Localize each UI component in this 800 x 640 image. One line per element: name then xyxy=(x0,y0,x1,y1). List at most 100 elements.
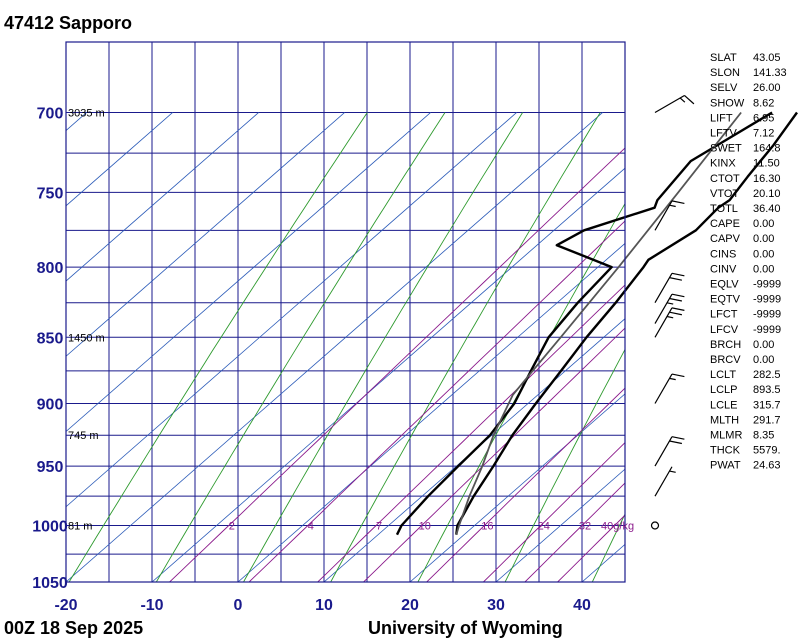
mixing-ratio-labels: 2 4 7 10 16 24 32 40g/kg xyxy=(229,521,634,533)
index-value: 893.5 xyxy=(753,384,781,396)
mixing-ratio-label: 7 xyxy=(376,521,382,533)
wind-barb xyxy=(654,307,685,338)
dry-adiabat-line xyxy=(504,348,625,582)
barb-shaft xyxy=(654,272,673,304)
wind-barb xyxy=(654,200,685,231)
mixing-ratio-label: 40g/kg xyxy=(601,521,634,533)
index-name: THCK xyxy=(710,445,741,457)
index-name: SHOW xyxy=(710,97,745,109)
mixing-ratio-line xyxy=(248,220,625,582)
height-label: 81 m xyxy=(68,521,92,533)
index-value: 315.7 xyxy=(753,399,781,411)
isotherm-line xyxy=(66,112,603,582)
barb-half-feather xyxy=(669,470,676,473)
footer-label: University of Wyoming xyxy=(368,618,563,638)
pressure-tick-label: 1000 xyxy=(32,519,68,536)
barb-feather xyxy=(669,297,683,302)
sounding-indices: SLAT 43.05 SLON 141.33 SELV 26.00 SHOW 8.62 LIFT… xyxy=(710,52,787,472)
temperature-tick-label: 40 xyxy=(573,597,591,614)
pressure-tick-label: 800 xyxy=(37,260,64,277)
index-name: EQTV xyxy=(710,294,741,306)
wind-barb xyxy=(654,94,695,113)
isotherm-line xyxy=(409,393,625,582)
index-name: LIFT xyxy=(710,112,733,124)
index-value: 164.8 xyxy=(753,143,781,155)
index-value: -9999 xyxy=(753,309,781,321)
mixing-ratio-line xyxy=(557,514,625,582)
barb-half-feather xyxy=(669,377,676,381)
index-name: CINV xyxy=(710,263,737,275)
mixing-ratio-line xyxy=(524,482,625,582)
index-value: 0.00 xyxy=(753,218,774,230)
barb-shaft xyxy=(654,436,673,467)
index-value: 0.00 xyxy=(753,339,774,351)
pressure-axis: 700 750 800 850 900 950 1000 1050 xyxy=(32,105,68,592)
plot-frame xyxy=(65,41,626,583)
temperature-axis: -20 -10 0 10 20 30 40 xyxy=(54,597,591,614)
dewpoint-line xyxy=(395,111,773,536)
wind-barb xyxy=(654,293,685,324)
wind-barb xyxy=(654,373,685,404)
index-name: TOTL xyxy=(710,203,738,215)
index-name: MLTH xyxy=(710,414,739,426)
dry-adiabat-line xyxy=(243,112,523,582)
index-value: -9999 xyxy=(753,294,781,306)
pressure-tick-label: 700 xyxy=(37,105,64,122)
barb-feather xyxy=(671,307,685,311)
index-value: 8.35 xyxy=(753,430,774,442)
dry-adiabat-line xyxy=(68,112,368,582)
barb-shaft xyxy=(654,466,673,497)
isotherm-line xyxy=(66,112,431,433)
sounding-profiles xyxy=(395,111,798,536)
barb-feather xyxy=(671,200,685,205)
index-name: CTOT xyxy=(710,173,740,185)
mixing-ratio-line xyxy=(363,327,625,582)
height-labels: 3035 m 1450 m 745 m 81 m xyxy=(68,107,105,532)
index-value: 26.00 xyxy=(753,82,781,94)
index-name: LFCT xyxy=(710,309,738,321)
mixing-ratio-label: 24 xyxy=(538,521,550,533)
index-value: 5579. xyxy=(753,445,781,457)
index-name: CAPV xyxy=(710,233,741,245)
barb-shaft xyxy=(654,293,673,324)
wind-barb xyxy=(650,521,660,530)
index-name: LCLT xyxy=(710,369,736,381)
height-label: 3035 m xyxy=(68,107,105,119)
barb-feather xyxy=(671,373,685,378)
index-value: 0.00 xyxy=(753,354,774,366)
mixing-ratio-label: 10 xyxy=(419,521,431,533)
mixing-ratio-line xyxy=(317,284,625,582)
barb-feather xyxy=(671,436,685,440)
plot-grid xyxy=(65,42,626,583)
temperature-tick-label: 10 xyxy=(315,597,333,614)
isotherm-line xyxy=(66,112,517,508)
index-name: BRCH xyxy=(710,339,741,351)
barb-feather xyxy=(671,272,685,277)
index-value: 0.00 xyxy=(753,233,774,245)
barb-half-feather xyxy=(666,315,674,319)
height-label: 1450 m xyxy=(68,332,105,344)
index-value: -9999 xyxy=(753,324,781,336)
index-value: 20.10 xyxy=(753,188,781,200)
mixing-ratio-label: 32 xyxy=(579,521,591,533)
time-label: 00Z 18 Sep 2025 xyxy=(4,618,143,638)
barb-shaft xyxy=(654,94,685,113)
thermo-lines xyxy=(66,112,625,582)
index-name: BRCV xyxy=(710,354,741,366)
barb-half-feather xyxy=(666,302,674,305)
barb-feather xyxy=(671,293,685,298)
dry-adiabat-line xyxy=(330,112,601,582)
dry-adiabat-line xyxy=(155,112,446,582)
wind-barbs xyxy=(650,94,695,530)
index-value: 141.33 xyxy=(753,67,787,79)
mixing-ratio-line xyxy=(169,147,625,582)
mixing-ratio-label: 16 xyxy=(481,521,493,533)
pressure-tick-label: 950 xyxy=(37,459,64,476)
index-value: 43.05 xyxy=(753,52,781,64)
barb-half-feather xyxy=(669,204,676,208)
mixing-ratio-label: 2 xyxy=(229,521,235,533)
barb-shaft xyxy=(654,200,673,231)
temperature-tick-label: 20 xyxy=(401,597,419,614)
pressure-tick-label: 1050 xyxy=(32,575,68,592)
mixing-ratio-label: 4 xyxy=(308,521,314,533)
